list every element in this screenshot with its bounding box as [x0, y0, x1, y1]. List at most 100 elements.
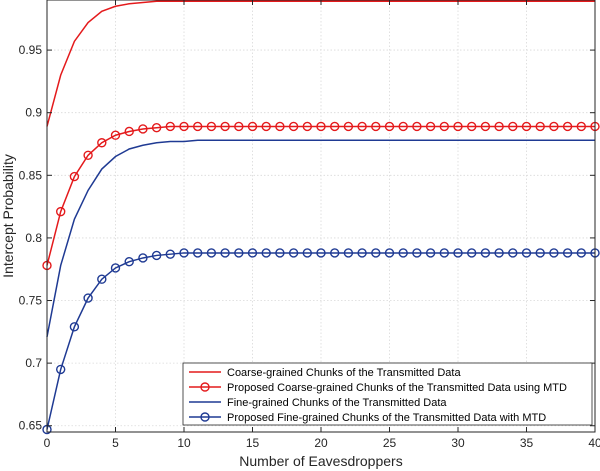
data-point: [480, 248, 491, 258]
x-tick-label: 35: [520, 436, 534, 450]
legend-marker: [200, 382, 210, 392]
data-point: [412, 248, 422, 258]
data-point: [83, 293, 93, 303]
legend-label: Proposed Coarse-grained Chunks of the Tr…: [227, 382, 567, 394]
data-point: [179, 248, 189, 258]
data-point: [302, 121, 312, 132]
data-point: [69, 171, 80, 182]
data-point: [247, 248, 258, 258]
data-point: [508, 248, 518, 258]
data-point: [467, 121, 477, 132]
data-point: [234, 121, 244, 132]
x-tick-label: 30: [451, 436, 465, 450]
y-axis-label: Intercept Probability: [0, 154, 16, 278]
legend-label: Fine-grained Chunks of the Transmitted D…: [227, 397, 447, 409]
data-point: [288, 121, 299, 132]
legend: Coarse-grained Chunks of the Transmitted…: [182, 362, 593, 426]
data-point: [576, 121, 586, 132]
data-point: [398, 248, 408, 258]
data-point: [138, 124, 148, 134]
data-point: [480, 121, 491, 132]
data-point: [97, 138, 107, 148]
data-point: [494, 248, 504, 258]
data-point: [302, 248, 312, 258]
data-point: [562, 121, 573, 132]
data-point: [384, 121, 395, 132]
data-point: [508, 121, 518, 132]
data-point: [110, 130, 121, 140]
data-point: [521, 248, 532, 258]
data-point: [124, 257, 134, 267]
data-point: [56, 364, 66, 375]
y-tick-label: 0.95: [19, 43, 43, 57]
data-point: [138, 253, 148, 263]
data-point: [521, 121, 532, 132]
data-point: [275, 121, 285, 132]
data-point: [439, 248, 449, 258]
data-point: [165, 249, 176, 259]
data-point: [343, 121, 354, 132]
data-point: [97, 274, 107, 284]
data-point: [371, 248, 381, 258]
data-point: [549, 248, 559, 258]
data-point: [56, 206, 66, 217]
data-point: [316, 248, 326, 258]
data-point: [357, 121, 367, 132]
data-point: [261, 248, 271, 258]
data-point: [69, 322, 80, 332]
data-point: [234, 248, 244, 258]
data-point: [220, 248, 230, 258]
x-tick-label: 15: [246, 436, 260, 450]
data-point: [412, 121, 422, 132]
y-tick-label: 0.8: [25, 231, 42, 245]
ticks: 0 5 10 15 20 25 30 35 40 0.65 0.7 0.75 0.8 0.85 0.9 0.9…: [19, 0, 600, 450]
data-point: [165, 121, 176, 132]
data-point: [316, 121, 326, 132]
x-tick-label: 0: [44, 436, 51, 450]
series-line: [46, 139, 595, 337]
data-point: [206, 248, 217, 258]
data-point: [124, 126, 134, 137]
legend-label: Proposed Fine-grained Chunks of the Tran…: [227, 412, 546, 424]
y-tick-label: 0.85: [19, 168, 43, 182]
data-point: [453, 121, 463, 132]
y-tick-label: 0.7: [25, 356, 42, 370]
data-point: [494, 121, 504, 132]
data-point: [549, 121, 559, 132]
plot-area: [47, 0, 595, 432]
data-point: [535, 248, 545, 258]
data-point: [110, 263, 121, 273]
data-point: [576, 248, 586, 258]
y-tick-label: 0.75: [19, 294, 43, 308]
data-point: [192, 121, 203, 132]
x-tick-label: 20: [314, 436, 328, 450]
data-point: [151, 123, 162, 133]
x-tick-label: 10: [177, 436, 191, 450]
data-point: [398, 121, 408, 132]
data-point: [453, 248, 463, 258]
data-point: [562, 248, 573, 258]
data-point: [220, 121, 230, 132]
data-point: [206, 121, 217, 132]
data-point: [425, 248, 436, 258]
data-point: [439, 121, 449, 132]
y-tick-label: 0.65: [19, 419, 43, 433]
y-tick-label: 0.9: [25, 106, 42, 120]
data-point: [192, 248, 203, 258]
series-3: [46, 139, 595, 337]
data-point: [330, 121, 340, 132]
data-point: [384, 248, 395, 258]
data-point: [151, 250, 162, 261]
series-4: [42, 248, 600, 435]
data-point: [275, 248, 285, 258]
data-point: [357, 248, 367, 258]
data-point: [467, 248, 477, 258]
data-point: [343, 248, 354, 258]
data-point: [247, 121, 258, 132]
x-tick-label: 25: [383, 436, 397, 450]
data-point: [288, 248, 299, 258]
data-point: [425, 121, 436, 132]
legend-label: Coarse-grained Chunks of the Transmitted…: [227, 367, 461, 379]
data-point: [179, 121, 189, 132]
